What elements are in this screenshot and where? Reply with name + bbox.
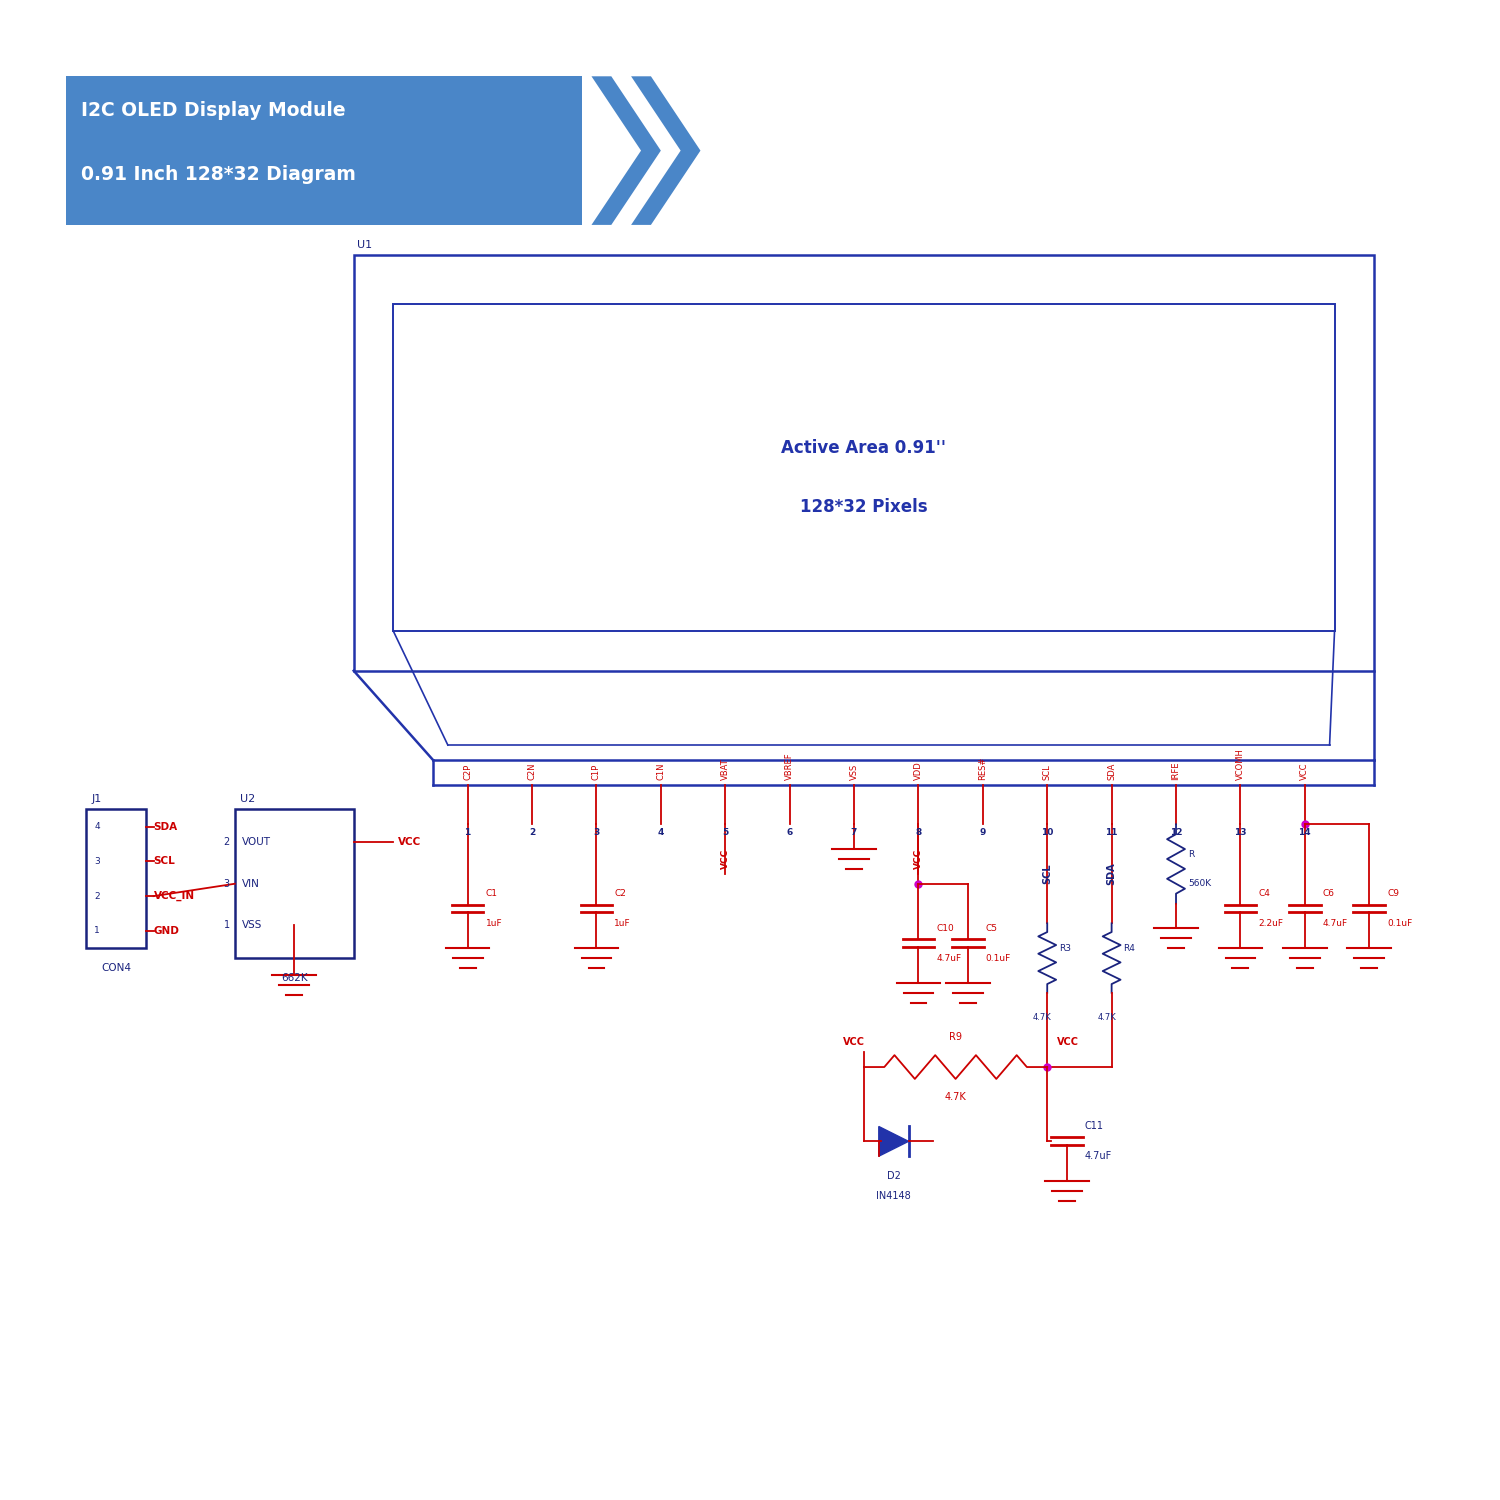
Text: VCC: VCC bbox=[1058, 1036, 1078, 1047]
Text: IRFE: IRFE bbox=[1172, 760, 1180, 780]
Text: C1P: C1P bbox=[592, 764, 602, 780]
Text: GND: GND bbox=[153, 926, 180, 936]
Text: 9: 9 bbox=[980, 828, 986, 837]
Text: 4.7K: 4.7K bbox=[1034, 1013, 1052, 1022]
Text: U1: U1 bbox=[357, 240, 372, 249]
Text: 6: 6 bbox=[786, 828, 794, 837]
Text: 3: 3 bbox=[594, 828, 600, 837]
Text: 5: 5 bbox=[722, 828, 729, 837]
FancyBboxPatch shape bbox=[66, 76, 582, 225]
Text: 1: 1 bbox=[94, 927, 100, 936]
Text: SDA: SDA bbox=[1107, 862, 1116, 885]
Text: 12: 12 bbox=[1170, 828, 1182, 837]
Text: R: R bbox=[1188, 849, 1194, 858]
Text: R9: R9 bbox=[950, 1032, 962, 1042]
Text: 1uF: 1uF bbox=[615, 920, 632, 928]
Text: C9: C9 bbox=[1388, 890, 1400, 898]
Text: 2: 2 bbox=[94, 891, 100, 900]
Polygon shape bbox=[879, 1126, 909, 1156]
Text: 14: 14 bbox=[1299, 828, 1311, 837]
Text: C1: C1 bbox=[486, 890, 498, 898]
Text: 2: 2 bbox=[224, 837, 230, 848]
Bar bbox=[393, 304, 1335, 632]
Text: 4.7uF: 4.7uF bbox=[1084, 1150, 1112, 1161]
Text: VCC_IN: VCC_IN bbox=[153, 891, 195, 902]
Text: D2: D2 bbox=[886, 1172, 900, 1180]
Text: IN4148: IN4148 bbox=[876, 1191, 910, 1202]
Text: VSS: VSS bbox=[849, 764, 858, 780]
Polygon shape bbox=[591, 76, 662, 225]
Bar bbox=[86, 810, 146, 948]
Text: 3: 3 bbox=[94, 856, 100, 865]
Text: 2: 2 bbox=[530, 828, 536, 837]
Text: VIN: VIN bbox=[242, 879, 260, 888]
Text: 4.7uF: 4.7uF bbox=[1323, 920, 1348, 928]
Text: C2: C2 bbox=[615, 890, 626, 898]
Text: VCC: VCC bbox=[399, 837, 422, 848]
Text: 13: 13 bbox=[1234, 828, 1246, 837]
Text: R3: R3 bbox=[1059, 944, 1071, 952]
Text: R4: R4 bbox=[1124, 944, 1136, 952]
Text: VOUT: VOUT bbox=[242, 837, 270, 848]
Text: Active Area 0.91'': Active Area 0.91'' bbox=[782, 440, 946, 458]
Text: 4.7K: 4.7K bbox=[1098, 1013, 1116, 1022]
Text: 4.7uF: 4.7uF bbox=[936, 954, 962, 963]
Text: 560K: 560K bbox=[1188, 879, 1210, 888]
Text: SCL: SCL bbox=[1042, 764, 1052, 780]
Text: VCC: VCC bbox=[914, 849, 922, 868]
Text: VDD: VDD bbox=[914, 760, 922, 780]
Text: VCOMH: VCOMH bbox=[1236, 748, 1245, 780]
Text: C2N: C2N bbox=[528, 762, 537, 780]
Text: CON4: CON4 bbox=[100, 963, 130, 974]
Text: SDA: SDA bbox=[153, 822, 177, 833]
Text: SDA: SDA bbox=[1107, 762, 1116, 780]
Bar bbox=[236, 810, 354, 958]
Text: VBREF: VBREF bbox=[784, 752, 794, 780]
Text: 8: 8 bbox=[915, 828, 921, 837]
Text: 1: 1 bbox=[224, 921, 230, 930]
Text: 3: 3 bbox=[224, 879, 230, 888]
Text: 2.2uF: 2.2uF bbox=[1258, 920, 1282, 928]
Text: C6: C6 bbox=[1323, 890, 1335, 898]
Text: 0.1uF: 0.1uF bbox=[1388, 920, 1413, 928]
Text: 662K: 662K bbox=[280, 974, 308, 982]
Text: VCC: VCC bbox=[1300, 762, 1310, 780]
Text: J1: J1 bbox=[92, 795, 102, 804]
Text: VBAT: VBAT bbox=[720, 758, 729, 780]
Text: C1N: C1N bbox=[657, 762, 666, 780]
Text: 128*32 Pixels: 128*32 Pixels bbox=[800, 498, 927, 516]
Text: 11: 11 bbox=[1106, 828, 1118, 837]
Text: 0.91 Inch 128*32 Diagram: 0.91 Inch 128*32 Diagram bbox=[81, 165, 356, 184]
Text: SCL: SCL bbox=[1042, 864, 1052, 883]
Text: VCC: VCC bbox=[720, 849, 729, 868]
Text: 7: 7 bbox=[850, 828, 856, 837]
Text: 1uF: 1uF bbox=[486, 920, 502, 928]
Text: 4.7K: 4.7K bbox=[945, 1092, 966, 1102]
Text: C10: C10 bbox=[936, 924, 954, 933]
Text: I2C OLED Display Module: I2C OLED Display Module bbox=[81, 100, 346, 120]
Text: 10: 10 bbox=[1041, 828, 1053, 837]
Polygon shape bbox=[632, 76, 700, 225]
Text: C4: C4 bbox=[1258, 890, 1270, 898]
Text: 4: 4 bbox=[94, 822, 100, 831]
Text: VSS: VSS bbox=[242, 921, 262, 930]
Text: C2P: C2P bbox=[464, 764, 472, 780]
Text: SCL: SCL bbox=[153, 856, 176, 867]
Text: 1: 1 bbox=[465, 828, 471, 837]
Text: RES#: RES# bbox=[978, 756, 987, 780]
Text: C5: C5 bbox=[986, 924, 998, 933]
Text: 4: 4 bbox=[657, 828, 664, 837]
Text: 0.1uF: 0.1uF bbox=[986, 954, 1011, 963]
Text: VCC: VCC bbox=[843, 1036, 866, 1047]
Text: U2: U2 bbox=[240, 795, 255, 804]
Bar bbox=[354, 255, 1374, 671]
Text: C11: C11 bbox=[1084, 1122, 1104, 1131]
